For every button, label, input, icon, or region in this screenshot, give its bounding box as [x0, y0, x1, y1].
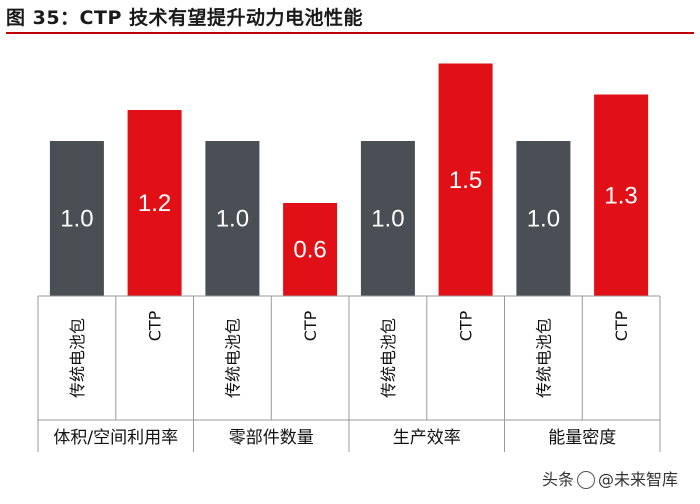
bar-ctp [594, 94, 649, 296]
group-label: 能量密度 [548, 428, 616, 448]
category-tick-label: CTP [146, 310, 165, 341]
bar-value-label: 1.2 [138, 190, 171, 217]
bar-value-label: 1.0 [60, 206, 93, 233]
bar-value-label: 1.3 [604, 182, 637, 209]
category-tick-label: 传统电池包 [379, 318, 398, 398]
bar-value-label: 1.5 [449, 167, 482, 194]
bar-value-label: 0.6 [293, 237, 326, 264]
bar-traditional [49, 141, 104, 296]
bar-value-label: 1.0 [527, 206, 560, 233]
category-tick-label: 传统电池包 [534, 318, 553, 398]
bar-ctp [127, 110, 182, 296]
category-tick-label: CTP [301, 310, 320, 341]
bar-traditional [360, 141, 415, 296]
title-divider [6, 32, 694, 34]
category-tick-label: 传统电池包 [223, 318, 242, 398]
category-tick-label: CTP [612, 310, 631, 341]
bar-traditional [205, 141, 260, 296]
bar-value-label: 1.0 [371, 206, 404, 233]
watermark-logo-icon [576, 471, 595, 489]
group-label: 体积/空间利用率 [53, 428, 178, 448]
watermark: 头条 @未来智库 [542, 466, 678, 490]
bar-ctp [283, 203, 338, 296]
watermark-brand: @未来智库 [597, 470, 678, 489]
bar-ctp [438, 63, 493, 296]
bar-value-label: 1.0 [216, 206, 249, 233]
category-tick-label: 传统电池包 [68, 318, 87, 398]
chart-title: 图 35：CTP 技术有望提升动力电池性能 [6, 7, 364, 29]
bar-traditional [516, 141, 571, 296]
watermark-prefix: 头条 [541, 470, 574, 489]
group-label: 零部件数量 [229, 428, 314, 448]
group-label: 生产效率 [393, 428, 461, 448]
category-tick-label: CTP [457, 310, 476, 341]
